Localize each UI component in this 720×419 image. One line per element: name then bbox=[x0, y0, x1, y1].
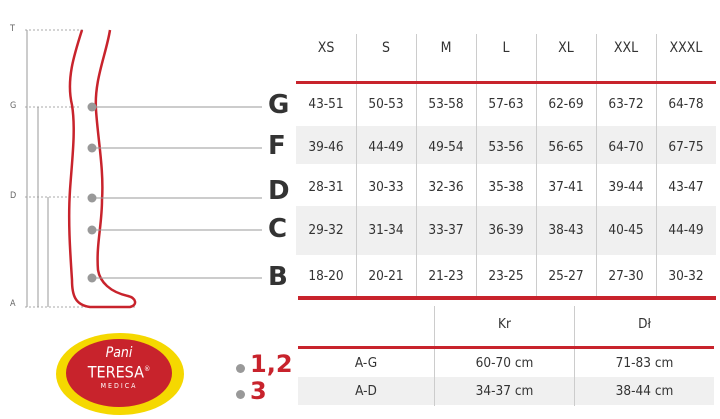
marker-dot bbox=[236, 390, 245, 399]
logo-line1: Pani bbox=[105, 345, 133, 361]
registered-mark: ® bbox=[143, 365, 151, 373]
point-letter-f: F bbox=[268, 131, 286, 161]
column-divider bbox=[656, 34, 657, 296]
column-header-s: S bbox=[382, 40, 390, 56]
scale-label-t: T bbox=[10, 24, 15, 34]
logo-line3: MEDICA bbox=[100, 382, 138, 391]
scale-label-d: D bbox=[10, 191, 17, 201]
cell: 31-34 bbox=[368, 222, 404, 238]
cell: 67-75 bbox=[668, 139, 704, 155]
cell: 32-36 bbox=[428, 179, 464, 195]
cell: 50-53 bbox=[368, 96, 404, 112]
scale-label-g: G bbox=[10, 101, 17, 111]
marker-number: 1,2 bbox=[250, 350, 293, 378]
row-label: A-G bbox=[354, 355, 378, 371]
column-header-xxxl: XXXL bbox=[669, 40, 703, 56]
logo-line2: TERESA bbox=[87, 362, 144, 382]
column-header-xl: XL bbox=[558, 40, 574, 56]
header-divider bbox=[296, 81, 716, 84]
column-header-xxl: XXL bbox=[613, 40, 639, 56]
cell: 23-25 bbox=[488, 268, 524, 284]
point-letter-b: B bbox=[268, 262, 288, 292]
brand-logo: Pani TERESA® MEDICA bbox=[56, 333, 184, 415]
point-letter-d: D bbox=[268, 176, 290, 206]
cell: 57-63 bbox=[488, 96, 524, 112]
leg-illustration bbox=[25, 29, 262, 309]
cell: 37-41 bbox=[548, 179, 584, 195]
column-header-m: M bbox=[440, 40, 452, 56]
scale-label-a: A bbox=[10, 299, 16, 309]
cell: 43-51 bbox=[308, 96, 344, 112]
cell: 63-72 bbox=[608, 96, 644, 112]
cell: 43-47 bbox=[668, 179, 704, 195]
cell: 44-49 bbox=[668, 222, 704, 238]
column-divider bbox=[416, 34, 417, 296]
marker-number: 3 bbox=[250, 377, 267, 405]
column-header-kr: Kr bbox=[498, 316, 511, 332]
cell: 35-38 bbox=[488, 179, 524, 195]
column-divider bbox=[536, 34, 537, 296]
column-divider bbox=[476, 34, 477, 296]
column-header-l: L bbox=[502, 40, 510, 56]
cell: 64-70 bbox=[608, 139, 644, 155]
cell: 18-20 bbox=[308, 268, 344, 284]
column-divider bbox=[596, 34, 597, 296]
cell: 25-27 bbox=[548, 268, 584, 284]
column-header-xs: XS bbox=[317, 40, 335, 56]
cell: 30-32 bbox=[668, 268, 704, 284]
column-header-dl: Dł bbox=[638, 316, 651, 332]
header-divider bbox=[298, 346, 714, 349]
cell: 34-37 cm bbox=[475, 383, 534, 399]
row-shade bbox=[296, 206, 716, 255]
cell: 36-39 bbox=[488, 222, 524, 238]
point-letter-g: G bbox=[268, 90, 290, 120]
cell: 64-78 bbox=[668, 96, 704, 112]
cell: 49-54 bbox=[428, 139, 464, 155]
row-label: A-D bbox=[355, 383, 377, 399]
cell: 53-56 bbox=[488, 139, 524, 155]
cell: 20-21 bbox=[368, 268, 404, 284]
cell: 53-58 bbox=[428, 96, 464, 112]
cell: 56-65 bbox=[548, 139, 584, 155]
cell: 29-32 bbox=[308, 222, 344, 238]
cell: 21-23 bbox=[428, 268, 464, 284]
row-shade bbox=[296, 126, 716, 164]
cell: 27-30 bbox=[608, 268, 644, 284]
marker-dot bbox=[236, 364, 245, 373]
cell: 30-33 bbox=[368, 179, 404, 195]
column-divider bbox=[574, 306, 575, 406]
cell: 39-44 bbox=[608, 179, 644, 195]
row-shade bbox=[298, 377, 714, 405]
column-divider bbox=[434, 306, 435, 406]
cell: 71-83 cm bbox=[615, 355, 674, 371]
cell: 39-46 bbox=[308, 139, 344, 155]
cell: 38-44 cm bbox=[615, 383, 674, 399]
cell: 40-45 bbox=[608, 222, 644, 238]
cell: 28-31 bbox=[308, 179, 344, 195]
point-letter-c: C bbox=[268, 214, 288, 244]
cell: 62-69 bbox=[548, 96, 584, 112]
cell: 44-49 bbox=[368, 139, 404, 155]
cell: 38-43 bbox=[548, 222, 584, 238]
column-divider bbox=[356, 34, 357, 296]
cell: 60-70 cm bbox=[475, 355, 534, 371]
cell: 33-37 bbox=[428, 222, 464, 238]
leg-outline bbox=[67, 29, 137, 309]
